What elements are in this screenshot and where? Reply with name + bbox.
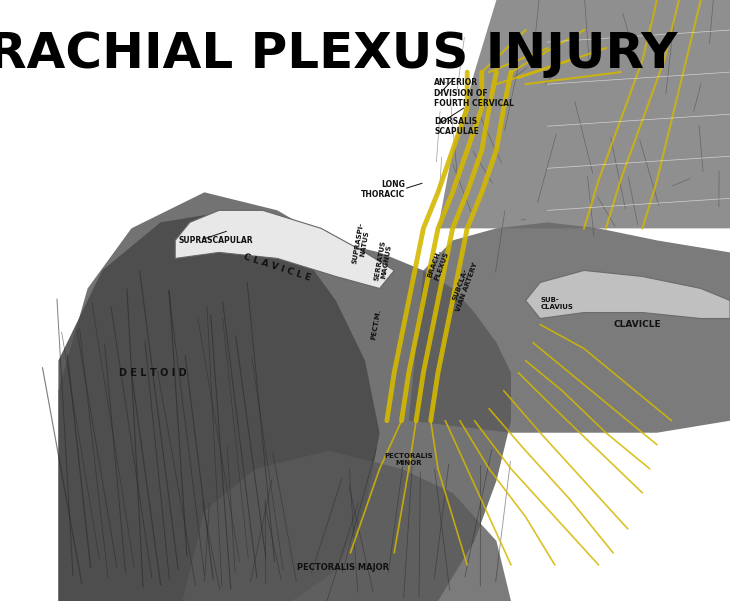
Polygon shape: [409, 222, 730, 433]
Polygon shape: [438, 0, 730, 228]
Polygon shape: [175, 210, 394, 288]
Text: PECTORALIS MAJOR: PECTORALIS MAJOR: [297, 564, 389, 572]
Polygon shape: [58, 192, 511, 601]
Polygon shape: [182, 451, 511, 601]
Polygon shape: [526, 270, 730, 319]
Polygon shape: [58, 210, 380, 601]
Text: SUPRASCAPULAR: SUPRASCAPULAR: [179, 236, 253, 245]
Text: BRACH.
PLEXUS: BRACH. PLEXUS: [427, 248, 449, 281]
Text: SUB-
CLAVIUS: SUB- CLAVIUS: [540, 297, 573, 310]
Text: SUBCLA-
VIAN ARTERY: SUBCLA- VIAN ARTERY: [449, 259, 478, 312]
Text: PECT.M.: PECT.M.: [370, 308, 382, 341]
Text: BRACHIAL PLEXUS INJURY: BRACHIAL PLEXUS INJURY: [0, 30, 677, 78]
Text: PECTORALIS
MINOR: PECTORALIS MINOR: [385, 453, 433, 466]
Text: SERRATUS
MAGNUS: SERRATUS MAGNUS: [373, 240, 393, 282]
Text: LONG
THORACIC: LONG THORACIC: [361, 180, 405, 199]
Text: DORSALIS
SCAPULAE: DORSALIS SCAPULAE: [434, 117, 479, 136]
Text: D E L T O I D: D E L T O I D: [120, 368, 187, 377]
Text: C L A V I C L E: C L A V I C L E: [242, 252, 312, 282]
Text: ANTERIOR
DIVISION OF
FOURTH CERVICAL: ANTERIOR DIVISION OF FOURTH CERVICAL: [434, 78, 514, 108]
Text: CLAVICLE: CLAVICLE: [613, 320, 661, 329]
Text: SUPRASPI-
NATUS: SUPRASPI- NATUS: [351, 222, 372, 265]
